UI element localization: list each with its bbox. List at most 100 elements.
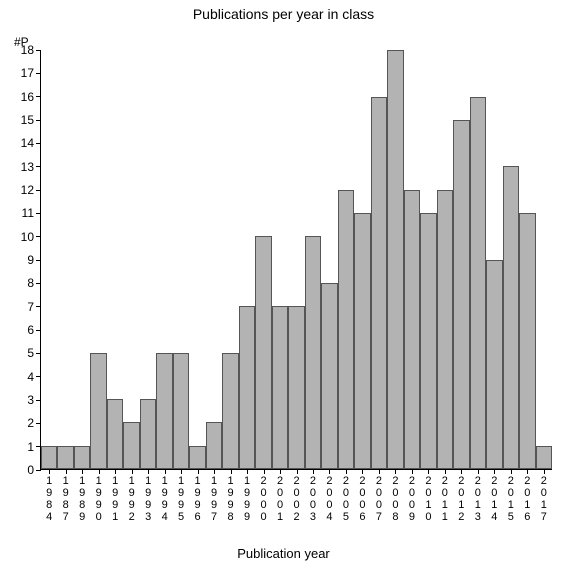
x-tick-mark [82, 469, 83, 474]
y-tick-label: 3 [27, 393, 34, 407]
x-tick-mark [264, 469, 265, 474]
x-tick-mark [181, 469, 182, 474]
x-tick-label: 1 9 9 8 [226, 475, 236, 523]
x-tick-mark [49, 469, 50, 474]
y-tick-label: 4 [27, 370, 34, 384]
bar [272, 306, 288, 469]
x-tick-label: 1 9 9 7 [209, 475, 219, 523]
x-tick-mark [214, 469, 215, 474]
x-tick-label: 1 9 8 4 [44, 475, 54, 523]
x-tick-label: 2 0 0 3 [308, 475, 318, 523]
bar [437, 190, 453, 469]
x-tick-mark [313, 469, 314, 474]
bar [470, 97, 486, 469]
y-tick-label: 0 [27, 463, 34, 477]
x-tick-label: 2 0 0 1 [275, 475, 285, 523]
bar [107, 399, 123, 469]
y-tick-label: 5 [27, 346, 34, 360]
x-tick-label: 2 0 0 6 [357, 475, 367, 523]
x-tick-label: 2 0 1 2 [456, 475, 466, 523]
x-tick-label: 2 0 0 4 [324, 475, 334, 523]
y-tick-label: 1 [27, 440, 34, 454]
y-tick [36, 470, 41, 471]
y-tick-label: 7 [27, 300, 34, 314]
bar [387, 50, 403, 469]
x-tick-mark [494, 469, 495, 474]
x-tick-mark [445, 469, 446, 474]
x-tick-mark [395, 469, 396, 474]
bar [371, 97, 387, 469]
chart-container: Publications per year in class #P 012345… [0, 0, 567, 567]
x-tick-label: 2 0 1 7 [539, 475, 549, 523]
bar [519, 213, 535, 469]
x-tick-mark [527, 469, 528, 474]
x-tick-label: 2 0 1 1 [440, 475, 450, 523]
x-tick-label: 1 9 9 5 [176, 475, 186, 523]
x-tick-mark [66, 469, 67, 474]
bar [255, 236, 271, 469]
bar [206, 422, 222, 469]
x-tick-label: 2 0 0 9 [407, 475, 417, 523]
x-tick-label: 1 9 9 6 [193, 475, 203, 523]
x-tick-label: 1 9 8 9 [77, 475, 87, 523]
x-tick-mark [511, 469, 512, 474]
x-tick-mark [148, 469, 149, 474]
x-tick-mark [329, 469, 330, 474]
x-tick-mark [428, 469, 429, 474]
bar [404, 190, 420, 469]
y-tick-label: 8 [27, 276, 34, 290]
x-tick-mark [115, 469, 116, 474]
y-tick-label: 18 [21, 43, 34, 57]
x-tick-label: 2 0 0 2 [292, 475, 302, 523]
y-tick-label: 11 [22, 206, 34, 220]
y-tick-label: 17 [21, 66, 34, 80]
x-tick-label: 2 0 1 5 [506, 475, 516, 523]
bar [305, 236, 321, 469]
x-tick-label: 1 9 8 7 [61, 475, 71, 523]
bar [156, 353, 172, 469]
x-tick-mark [379, 469, 380, 474]
bar [453, 120, 469, 469]
bar [288, 306, 304, 469]
x-tick-label: 1 9 9 0 [94, 475, 104, 523]
bar [354, 213, 370, 469]
x-tick-label: 2 0 0 0 [259, 475, 269, 523]
bar [123, 422, 139, 469]
bar [321, 283, 337, 469]
y-tick-label: 6 [27, 323, 34, 337]
x-tick-label: 2 0 1 6 [522, 475, 532, 523]
x-tick-label: 1 9 9 2 [127, 475, 137, 523]
bars-group [41, 50, 552, 469]
y-tick-label: 15 [21, 113, 34, 127]
x-tick-label: 1 9 9 3 [143, 475, 153, 523]
y-tick-label: 2 [27, 416, 34, 430]
y-tick-label: 12 [21, 183, 34, 197]
y-tick-label: 13 [21, 160, 34, 174]
bar [189, 446, 205, 469]
bar [420, 213, 436, 469]
chart-title: Publications per year in class [0, 6, 567, 22]
bar [222, 353, 238, 469]
bar [90, 353, 106, 469]
bar [239, 306, 255, 469]
x-tick-label: 2 0 1 0 [423, 475, 433, 523]
x-tick-mark [99, 469, 100, 474]
plot-area: 0123456789101112131415161718 1 9 8 41 9 … [40, 50, 552, 470]
y-tick-label: 9 [27, 253, 34, 267]
bar [486, 260, 502, 470]
x-tick-label: 1 9 9 4 [160, 475, 170, 523]
bar [41, 446, 57, 469]
x-tick-label: 2 0 1 3 [473, 475, 483, 523]
x-tick-mark [346, 469, 347, 474]
y-tick-label: 14 [21, 136, 34, 150]
bar [74, 446, 90, 469]
bar [140, 399, 156, 469]
x-tick-label: 1 9 9 1 [110, 475, 120, 523]
y-tick-label: 16 [21, 90, 34, 104]
x-tick-mark [280, 469, 281, 474]
x-tick-mark [362, 469, 363, 474]
x-tick-mark [165, 469, 166, 474]
x-tick-label: 2 0 1 4 [489, 475, 499, 523]
x-tick-mark [198, 469, 199, 474]
x-tick-label: 1 9 9 9 [242, 475, 252, 523]
